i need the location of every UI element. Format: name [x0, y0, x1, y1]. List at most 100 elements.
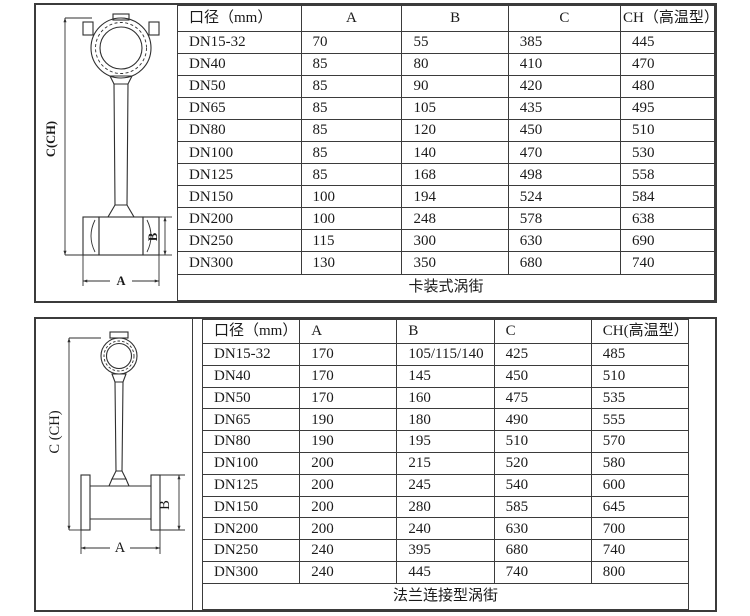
- table-cell: 160: [396, 386, 495, 410]
- table-cell: 170: [299, 343, 398, 366]
- table-cell: 200: [299, 517, 398, 541]
- table-cell: 85: [300, 53, 403, 77]
- column-header: B: [401, 5, 509, 32]
- display-face: [105, 342, 133, 370]
- table-cell: 555: [590, 408, 690, 432]
- dimension-a-line: [82, 255, 160, 286]
- table-cell: DN150: [177, 185, 302, 209]
- table-cell: DN65: [177, 97, 302, 121]
- table-cell: 510: [619, 119, 716, 143]
- table-cell: 740: [619, 251, 716, 275]
- table-cell: 190: [299, 408, 398, 432]
- table-cell: DN250: [201, 539, 301, 562]
- table-cell: 470: [507, 141, 621, 165]
- table-cell: 480: [619, 75, 716, 99]
- table-cell: 510: [590, 364, 690, 388]
- transmitter-head: [82, 13, 160, 79]
- table-cell: 280: [396, 495, 495, 519]
- table-row: DN100 200 215 520 580: [201, 451, 690, 475]
- dim-label-c: C (CH): [47, 410, 63, 453]
- header-row: 口径（mm） A B C CH(高温型）: [201, 319, 690, 344]
- table-cell: 180: [396, 408, 495, 432]
- table-cell: 740: [590, 539, 690, 562]
- table-cell: 248: [401, 207, 509, 231]
- table-type-caption: 卡装式涡街: [177, 273, 715, 302]
- table-cell: 170: [299, 386, 398, 410]
- table-cell: DN50: [201, 386, 301, 410]
- table-cell: 445: [396, 560, 495, 584]
- table-cell: 80: [401, 53, 509, 77]
- dimension-b-line: [160, 474, 185, 531]
- table-cell: 585: [493, 495, 592, 519]
- table-cell: 215: [396, 451, 495, 475]
- table-row: DN65 190 180 490 555: [201, 408, 690, 432]
- table-cell: 70: [300, 30, 403, 55]
- table-cell: 638: [619, 207, 716, 231]
- table-cell: 435: [507, 97, 621, 121]
- table-row: DN15-32 170 105/115/140 425 485: [201, 343, 690, 366]
- table-cell: 450: [493, 364, 592, 388]
- table-cell: 800: [590, 560, 690, 584]
- table-cell: 498: [507, 163, 621, 187]
- dim-label-a: A: [116, 274, 125, 288]
- table-cell: 510: [493, 430, 592, 453]
- table-cell: 195: [396, 430, 495, 453]
- dim-label-b: B: [157, 500, 173, 510]
- table-cell: 85: [300, 97, 403, 121]
- table-cell: 350: [401, 251, 509, 275]
- table-cell: DN300: [201, 560, 301, 584]
- table-cell: 120: [401, 119, 509, 143]
- table-cell: 85: [300, 163, 403, 187]
- table-cell: 700: [590, 517, 690, 541]
- table-row: DN125 200 245 540 600: [201, 473, 690, 497]
- table-cell: DN100: [177, 141, 302, 165]
- dim-label-a: A: [115, 540, 126, 556]
- table-cell: 240: [299, 560, 398, 584]
- table-cell: 200: [299, 473, 398, 497]
- table-cell: 450: [507, 119, 621, 143]
- table-cell: 55: [401, 30, 509, 55]
- table-type-caption: 法兰连接型涡街: [202, 582, 689, 611]
- left-flange: [80, 474, 91, 531]
- table-cell: DN65: [201, 408, 301, 432]
- table-row: DN50 170 160 475 535: [201, 386, 690, 410]
- table-row: DN200 200 240 630 700: [201, 517, 690, 541]
- table-cell: 90: [401, 75, 509, 99]
- table-row: DN40 170 145 450 510: [201, 364, 690, 388]
- stem: [108, 373, 130, 487]
- table-cell: 105: [401, 97, 509, 121]
- table-cell: 535: [590, 386, 690, 410]
- clamp-type-section: C(CH) B A 口径（mm） A B C CH（高温型） DN15-32 70…: [34, 3, 717, 303]
- table-cell: 240: [396, 517, 495, 541]
- clamp-flowmeter-drawing: C(CH) B A: [44, 13, 172, 288]
- dimension-c-line: [63, 17, 92, 256]
- table-cell: DN80: [201, 430, 301, 453]
- table-cell: 420: [507, 75, 621, 99]
- column-header: A: [299, 319, 398, 344]
- table-row: DN150 100 194 524 584: [177, 185, 716, 209]
- table-cell: 85: [300, 119, 403, 143]
- column-header: 口径（mm）: [177, 5, 302, 32]
- table-cell: DN250: [177, 229, 302, 253]
- table-row: DN300 130 350 680 740: [177, 251, 716, 275]
- table-cell: 630: [507, 229, 621, 253]
- column-header: CH(高温型）: [590, 319, 690, 344]
- table-cell: DN200: [177, 207, 302, 231]
- table-cell: DN40: [177, 53, 302, 77]
- dim-label-b: B: [146, 233, 160, 241]
- table-cell: DN300: [177, 251, 302, 275]
- dimension-b-line: [159, 216, 172, 256]
- flange-table-wrap: 口径（mm） A B C CH(高温型） DN15-32 170 105/115/1…: [201, 319, 690, 611]
- column-header: B: [396, 319, 495, 344]
- clamp-table-wrap: 口径（mm） A B C CH（高温型） DN15-32 70 55 385 445 DN…: [177, 5, 716, 302]
- table-row: DN15-32 70 55 385 445: [177, 30, 716, 55]
- column-header: A: [300, 5, 403, 32]
- table-cell: DN80: [177, 119, 302, 143]
- caption-row: 卡装式涡街: [177, 273, 715, 302]
- table-cell: 680: [493, 539, 592, 562]
- header-row: 口径（mm） A B C CH（高温型）: [177, 5, 716, 32]
- table-cell: 200: [299, 451, 398, 475]
- table-cell: DN50: [177, 75, 302, 99]
- table-cell: 240: [299, 539, 398, 562]
- transmitter-head: [100, 331, 138, 375]
